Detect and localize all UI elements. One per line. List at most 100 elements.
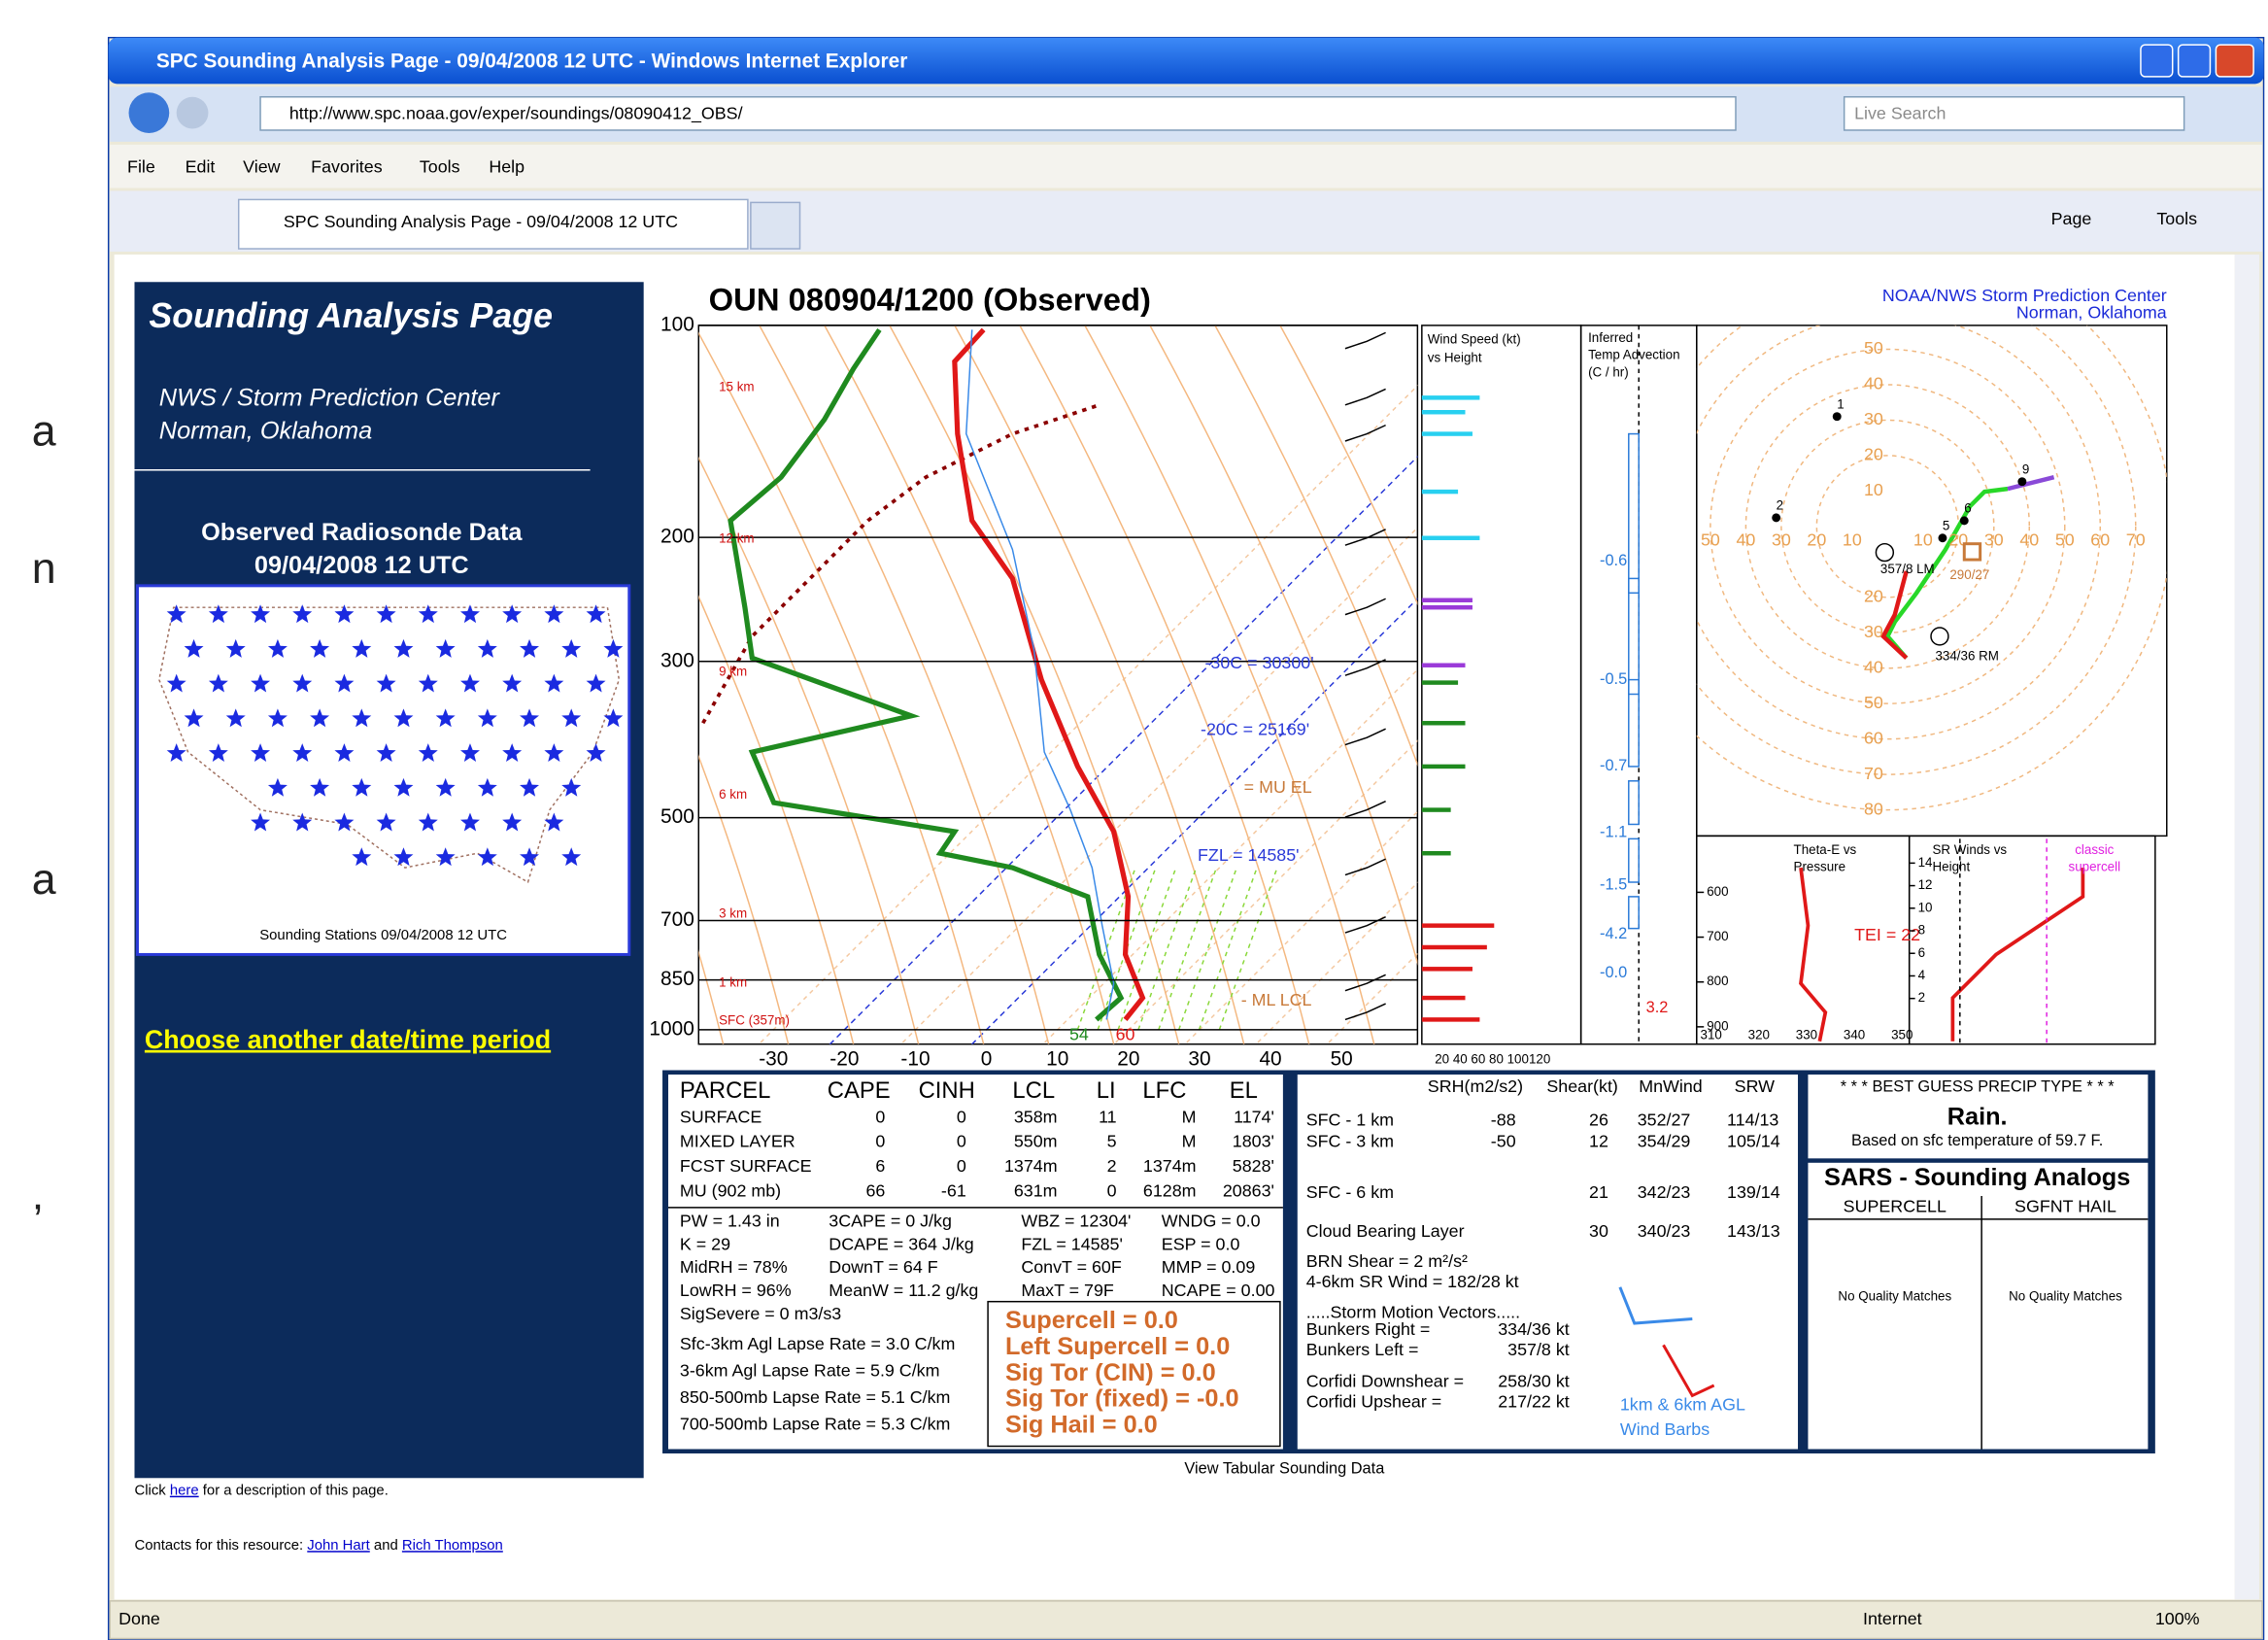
- parcel-cell: 0: [1107, 1180, 1117, 1200]
- motion-value: 258/30 kt: [1498, 1372, 1570, 1391]
- advection-value: 3.2: [1646, 999, 1669, 1016]
- maximize-button[interactable]: [2177, 44, 2212, 78]
- advection-value: -0.5: [1600, 670, 1627, 688]
- menu-item[interactable]: File: [127, 156, 155, 176]
- index-value: SigSevere = 0 m3/s3: [680, 1304, 841, 1323]
- motion-label: Bunkers Right =: [1306, 1319, 1431, 1339]
- back-button[interactable]: [128, 92, 170, 133]
- wind-panel-axis: 20 40 60 80 100120: [1435, 1052, 1550, 1067]
- srwinds-height: 12: [1918, 877, 1933, 892]
- hodograph-point-label: 1: [1837, 396, 1844, 411]
- forward-button[interactable]: [176, 96, 209, 129]
- parcel-cell: 1174': [1234, 1107, 1274, 1126]
- advection-value: -1.5: [1600, 875, 1627, 893]
- station-star: [310, 638, 330, 658]
- hodograph-ring: [1709, 348, 2066, 704]
- shear-value: 12: [1589, 1132, 1608, 1151]
- lapse-rate: Sfc-3km Agl Lapse Rate = 3.0 C/km: [680, 1334, 955, 1353]
- precip-note: Based on sfc temperature of 59.7 F.: [1851, 1132, 2103, 1149]
- srwinds-height: 6: [1918, 945, 1925, 960]
- thetae-title: Theta-E vs: [1794, 842, 1857, 857]
- dry-adiabat: [824, 325, 1115, 1044]
- menu-item[interactable]: View: [243, 156, 280, 176]
- station-star: [418, 743, 438, 763]
- hodograph-point: [1772, 513, 1781, 523]
- hodograph-point: [2017, 477, 2027, 487]
- parcel-cell: 11: [1099, 1107, 1117, 1126]
- search-placeholder[interactable]: Live Search: [1854, 103, 1946, 122]
- station-star: [292, 743, 313, 763]
- parcel-header: LFC: [1142, 1077, 1186, 1104]
- menu-item[interactable]: Favorites: [311, 156, 383, 176]
- thetae-pressure: 800: [1707, 974, 1728, 988]
- kinematic-header: SRH(m2/s2): [1428, 1076, 1523, 1096]
- close-button[interactable]: [2215, 44, 2254, 78]
- menu-bar: [110, 144, 2263, 188]
- parcel-cell: 66: [865, 1180, 885, 1200]
- tabular-link[interactable]: View Tabular Sounding Data: [1184, 1460, 1385, 1478]
- kinematic-header: MnWind: [1639, 1076, 1703, 1096]
- index-value: MeanW = 11.2 g/kg: [829, 1281, 978, 1300]
- advection-title: Inferred: [1588, 330, 1633, 345]
- wind-speed-bar: [1421, 764, 1466, 769]
- station-star: [251, 812, 271, 832]
- composite-index: Sig Tor (CIN) = 0.0: [1005, 1359, 1216, 1386]
- new-tab[interactable]: [750, 201, 801, 250]
- srh-value: -50: [1491, 1132, 1516, 1151]
- date-link[interactable]: Choose another date/time period: [145, 1025, 551, 1054]
- parcel-cell: SURFACE: [680, 1107, 762, 1126]
- dry-adiabat: [698, 754, 790, 1044]
- motion-value: 334/36 kt: [1498, 1319, 1570, 1339]
- station-star: [435, 708, 456, 728]
- link[interactable]: John Hart: [307, 1538, 370, 1554]
- slide-fragment: ,: [32, 1171, 44, 1218]
- link[interactable]: Rich Thompson: [402, 1538, 503, 1554]
- status-bar: [109, 1600, 2263, 1640]
- us-outline: [158, 606, 621, 884]
- hodograph-trace: [1884, 486, 2009, 660]
- search-box[interactable]: [1843, 95, 2185, 131]
- hodograph-point-label: 5: [1943, 518, 1949, 532]
- station-star: [334, 604, 355, 624]
- station-star: [393, 847, 414, 867]
- zoom-text[interactable]: 100%: [2155, 1609, 2200, 1628]
- thetae-temp: 340: [1844, 1027, 1865, 1042]
- minimize-button[interactable]: [2140, 44, 2174, 78]
- composite-index: Left Supercell = 0.0: [1005, 1333, 1230, 1360]
- command-button[interactable]: Page: [2051, 209, 2092, 228]
- index-value: MMP = 0.09: [1162, 1257, 1256, 1277]
- rm-marker: [1930, 627, 1949, 646]
- station-star: [393, 638, 414, 658]
- command-button[interactable]: Tools: [2156, 209, 2197, 228]
- advection-title: Temp Advection: [1588, 348, 1679, 362]
- wind-speed-bar: [1421, 535, 1480, 540]
- advection-value: -4.2: [1600, 925, 1627, 942]
- dry-adiabat: [1149, 325, 1418, 966]
- wind-barb: [1344, 388, 1386, 406]
- kinematic-label: SFC - 3 km: [1306, 1132, 1394, 1151]
- hodograph-upper: [2007, 475, 2055, 492]
- composite-index: Supercell = 0.0: [1005, 1307, 1178, 1334]
- scrollbar[interactable]: [2234, 254, 2260, 1600]
- menu-item[interactable]: Help: [489, 156, 525, 176]
- hodograph-point-label: 6: [1964, 500, 1971, 515]
- wind-barb: [1344, 858, 1386, 876]
- station-star: [251, 673, 271, 693]
- advection-title: (C / hr): [1588, 365, 1629, 380]
- hodograph-point-label: 2: [1777, 498, 1783, 513]
- address-url[interactable]: http://www.spc.noaa.gov/exper/soundings/…: [289, 103, 743, 123]
- link[interactable]: here: [170, 1484, 199, 1499]
- ring-label: 10: [1864, 480, 1883, 499]
- ring-label: 70: [1864, 764, 1883, 783]
- menu-item[interactable]: Edit: [186, 156, 216, 176]
- dry-adiabat: [1279, 325, 1418, 606]
- barbs-label: Wind Barbs: [1620, 1419, 1709, 1439]
- station-star: [544, 604, 564, 624]
- active-tab[interactable]: [237, 198, 749, 250]
- station-star: [586, 743, 606, 763]
- rm-label: 334/36 RM: [1935, 648, 1998, 663]
- tab-title[interactable]: SPC Sounding Analysis Page - 09/04/2008 …: [284, 212, 678, 231]
- address-box[interactable]: [259, 95, 1737, 131]
- station-star: [208, 743, 228, 763]
- menu-item[interactable]: Tools: [420, 156, 460, 176]
